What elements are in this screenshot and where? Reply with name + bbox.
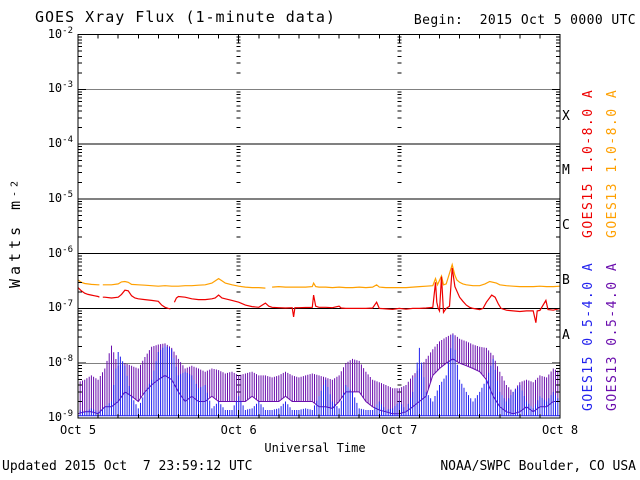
footer-source: NOAA/SWPC Boulder, CO USA [440, 459, 636, 474]
chart-title: GOES Xray Flux (1-minute data) [35, 8, 336, 26]
y-axis-title: Watts m -2 [4, 140, 26, 325]
footer-updated: Updated 2015 Oct 7 23:59:12 UTC [2, 459, 253, 474]
axis-ticks [77, 34, 561, 419]
y-tick-label-1e-8: 10-8 [47, 354, 73, 370]
flux-class-a: A [562, 327, 570, 343]
legend-goes13-long: GOES13 1.0-8.0 A [605, 88, 620, 238]
y-tick-label-1e-9: 10-9 [47, 409, 73, 424]
flux-class-x: X [562, 108, 570, 124]
flux-class-b: B [562, 273, 570, 289]
legend-goes13-short: GOES13 0.5-4.0 A [605, 261, 620, 411]
y-tick-label-1e-2: 10-2 [47, 25, 73, 41]
flux-class-m: M [562, 163, 570, 179]
y-axis-title-base: Watts m [6, 196, 24, 289]
trace-goes13-long [77, 262, 561, 289]
legend-goes15-long: GOES15 1.0-8.0 A [581, 88, 596, 238]
plot-frame [77, 34, 561, 419]
legend-goes15-short: GOES15 0.5-4.0 A [581, 261, 596, 411]
flux-class-c: C [562, 218, 570, 234]
x-tick-label-oct-8: Oct 8 [541, 423, 579, 437]
trace-goes15-short-noise [77, 334, 561, 416]
x-tick-label-oct-5: Oct 5 [59, 423, 97, 437]
trace-goes15-long [77, 267, 561, 323]
y-tick-label-1e-6: 10-6 [47, 244, 73, 260]
y-tick-label-1e-5: 10-5 [47, 189, 73, 205]
x-axis-title: Universal Time [264, 441, 366, 455]
y-tick-label-1e-3: 10-3 [47, 80, 73, 96]
y-tick-label-1e-7: 10-7 [47, 299, 73, 315]
begin-timestamp: Begin: 2015 Oct 5 0000 UTC [413, 13, 636, 28]
horizontal-gridlines [78, 88, 560, 364]
day-gridline-dashes [236, 36, 402, 402]
y-tick-label-1e-4: 10-4 [47, 135, 73, 151]
x-tick-label-oct-6: Oct 6 [220, 423, 257, 437]
x-tick-label-oct-7: Oct 7 [381, 423, 418, 437]
